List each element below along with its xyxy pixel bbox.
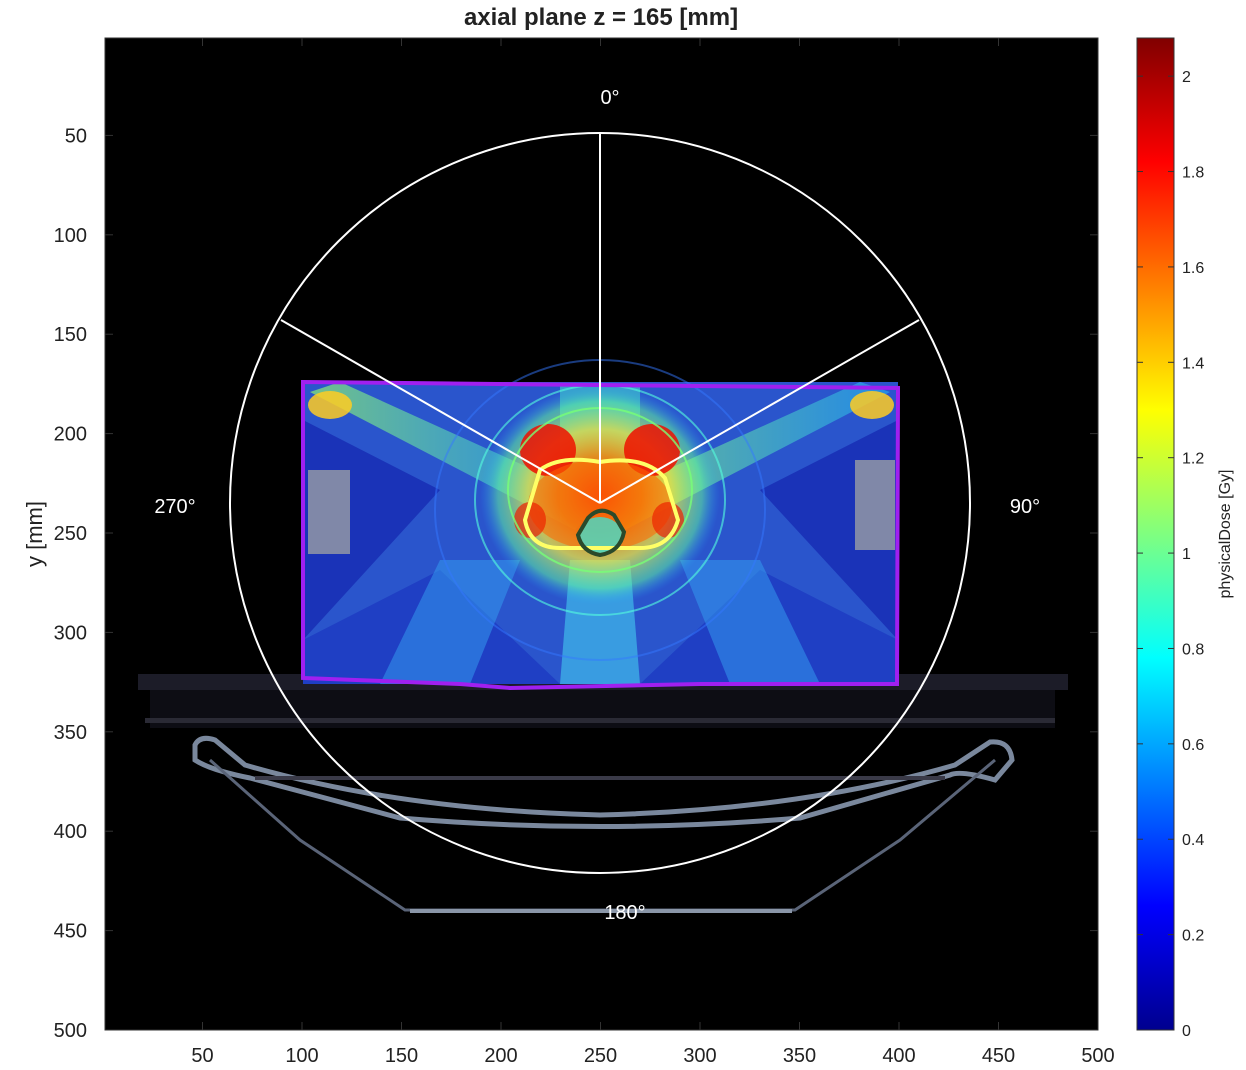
colorbar-tick-label: 2 <box>1182 69 1191 86</box>
beam-line-60 <box>599 319 920 504</box>
colorbar-tick-label: 0.4 <box>1182 832 1204 849</box>
y-tick-label: 200 <box>54 424 87 446</box>
y-tick-label: 50 <box>65 125 87 147</box>
colorbar-tick-label: 0 <box>1182 1023 1191 1040</box>
y-tick-label: 400 <box>54 821 87 843</box>
colorbar-tick-label: 0.6 <box>1182 737 1204 754</box>
colorbar-tick-label: 0.2 <box>1182 928 1204 945</box>
x-tick-label: 500 <box>1081 1045 1114 1067</box>
x-tick-label: 150 <box>385 1045 418 1067</box>
y-tick-label: 450 <box>54 921 87 943</box>
chart-title: axial plane z = 165 [mm] <box>464 4 738 31</box>
colorbar-tick-label: 0.8 <box>1182 641 1204 658</box>
colorbar-tick-label: 1.6 <box>1182 260 1204 277</box>
y-tick-label: 150 <box>54 324 87 346</box>
colorbar <box>1136 37 1175 1031</box>
x-tick-label: 50 <box>191 1045 213 1067</box>
colorbar-label: physicalDose [Gy] <box>1217 470 1234 599</box>
y-tick-label: 250 <box>54 523 87 545</box>
x-tick-label: 350 <box>783 1045 816 1067</box>
x-tick-label: 300 <box>683 1045 716 1067</box>
angle-label-270: 270° <box>154 496 195 518</box>
colorbar-tick-label: 1.4 <box>1182 355 1204 372</box>
x-axis-ticks: 50 100 150 200 250 300 350 400 450 500 <box>191 38 1115 1067</box>
gantry-overlay: 0° 90° 180° 270° <box>154 87 1040 924</box>
colorbar-tick-label: 1.8 <box>1182 165 1204 182</box>
gantry-circle <box>229 132 971 874</box>
y-axis-ticks: 50 100 150 200 250 300 350 400 450 500 <box>54 125 1098 1042</box>
angle-label-90: 90° <box>1010 496 1040 518</box>
y-tick-label: 350 <box>54 722 87 744</box>
y-tick-label: 500 <box>54 1020 87 1042</box>
x-tick-label: 450 <box>982 1045 1015 1067</box>
y-tick-label: 100 <box>54 225 87 247</box>
angle-label-0: 0° <box>600 87 619 109</box>
x-tick-label: 200 <box>484 1045 517 1067</box>
angle-label-180: 180° <box>604 902 645 924</box>
y-tick-label: 300 <box>54 622 87 644</box>
x-tick-label: 250 <box>584 1045 617 1067</box>
beam-line-300 <box>280 319 601 504</box>
colorbar-tick-label: 1.2 <box>1182 451 1204 468</box>
colorbar-tick-label: 1 <box>1182 546 1191 563</box>
y-axis-label: y [mm] <box>22 501 47 567</box>
x-tick-label: 400 <box>882 1045 915 1067</box>
x-tick-label: 100 <box>285 1045 318 1067</box>
colorbar-ticks: 0 0.2 0.4 0.6 0.8 1 1.2 1.4 1.6 1.8 2 <box>1137 69 1204 1040</box>
axes-frame <box>104 37 1099 1031</box>
